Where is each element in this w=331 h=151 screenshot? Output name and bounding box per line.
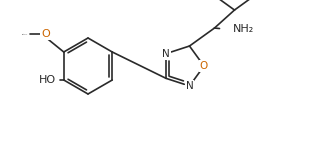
Text: O: O [41, 29, 50, 39]
Text: methoxy: methoxy [22, 33, 28, 35]
Text: N: N [162, 49, 170, 59]
Text: N: N [186, 81, 193, 91]
Text: O: O [200, 61, 208, 71]
Text: HO: HO [39, 75, 56, 85]
Text: NH₂: NH₂ [232, 24, 254, 34]
